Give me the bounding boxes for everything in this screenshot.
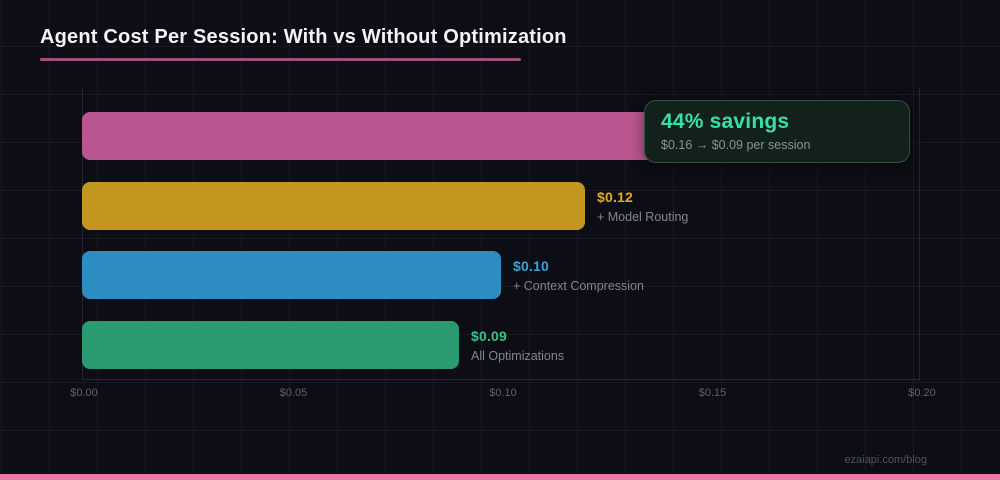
bottom-accent-strip (0, 474, 1000, 480)
bar-category-label: + Model Routing (597, 210, 689, 224)
bar-4 (82, 321, 459, 369)
bar-category-label: All Optimizations (471, 349, 565, 363)
bar-2 (82, 182, 585, 230)
footer-url: ezaiapi.com/blog (844, 454, 927, 466)
bar-value-label: $0.10 (513, 258, 550, 274)
bar-3 (82, 251, 501, 299)
title-underline-accent (40, 58, 521, 61)
savings-headline: 44% savings (661, 110, 790, 133)
savings-callout-card: 44% savings $0.16 → $0.09 per session (644, 100, 910, 163)
plot-area-frame (82, 88, 920, 380)
x-axis-tick-label: $0.10 (489, 387, 517, 399)
bar-value-label: $0.12 (597, 189, 634, 205)
chart-title: Agent Cost Per Session: With vs Without … (40, 26, 567, 48)
x-axis-tick-label: $0.05 (279, 387, 308, 399)
x-axis-tick-label: $0.15 (698, 387, 727, 399)
bar-1 (82, 112, 752, 160)
x-axis-tick-label: $0.20 (908, 387, 936, 399)
savings-detail: $0.16 → $0.09 per session (661, 138, 811, 152)
bar-category-label: + Context Compression (513, 279, 644, 293)
x-axis-tick-label: $0.00 (70, 387, 98, 399)
bar-value-label: $0.09 (471, 328, 508, 344)
